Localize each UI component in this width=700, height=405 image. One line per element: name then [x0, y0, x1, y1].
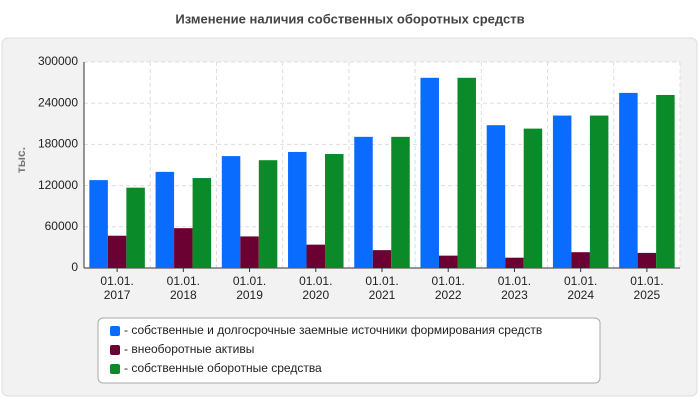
chart-title: Изменение наличия собственных оборотных … — [175, 11, 524, 26]
bar — [523, 128, 543, 268]
bar — [155, 171, 175, 268]
x-tick-label: 01.01. 2023 — [498, 274, 531, 302]
bar — [619, 92, 638, 269]
bar — [438, 255, 458, 268]
legend — [97, 317, 601, 384]
legend-marker — [110, 364, 120, 374]
x-tick-label: 01.01. 2018 — [167, 274, 200, 302]
x-tick-label: 01.01. 2021 — [365, 274, 398, 302]
bar — [107, 235, 127, 268]
y-tick-label: 60000 — [45, 219, 79, 233]
y-axis-label: тыс. — [14, 147, 28, 173]
y-tick-label: 120000 — [38, 178, 78, 192]
bar — [126, 187, 145, 268]
legend-label: - собственные и долгосрочные заемные ист… — [124, 323, 542, 337]
y-tick-label: 240000 — [38, 95, 78, 109]
y-tick-label: 180000 — [38, 137, 78, 151]
y-tick-label: 0 — [71, 260, 78, 274]
bar — [240, 236, 259, 268]
bar — [637, 252, 657, 268]
bar — [457, 77, 476, 268]
x-tick-label: 01.01. 2025 — [630, 274, 663, 302]
bar — [589, 115, 609, 268]
bar — [258, 160, 278, 268]
bar — [552, 115, 572, 268]
bar — [486, 125, 506, 268]
bar — [174, 228, 193, 268]
x-tick-label: 01.01. 2019 — [233, 274, 266, 302]
bar — [306, 244, 326, 268]
bar — [656, 94, 675, 269]
legend-marker — [110, 345, 120, 355]
y-tick-label: 300000 — [38, 54, 78, 68]
bar — [391, 136, 410, 268]
bar — [372, 250, 392, 268]
bar — [288, 151, 307, 268]
x-tick-label: 01.01. 2017 — [100, 274, 133, 302]
bar — [505, 257, 524, 268]
bar — [420, 77, 439, 268]
legend-label: - внеоборотные активы — [124, 342, 254, 356]
bar — [192, 178, 212, 268]
legend-marker — [110, 326, 120, 336]
bar — [354, 136, 373, 268]
legend-label: - собственные оборотные средства — [124, 361, 322, 375]
bar — [325, 154, 344, 268]
bar — [221, 156, 241, 268]
bar — [571, 252, 590, 268]
x-tick-label: 01.01. 2020 — [299, 274, 332, 302]
x-tick-label: 01.01. 2022 — [432, 274, 465, 302]
x-tick-label: 01.01. 2024 — [564, 274, 597, 302]
bar — [89, 180, 108, 268]
